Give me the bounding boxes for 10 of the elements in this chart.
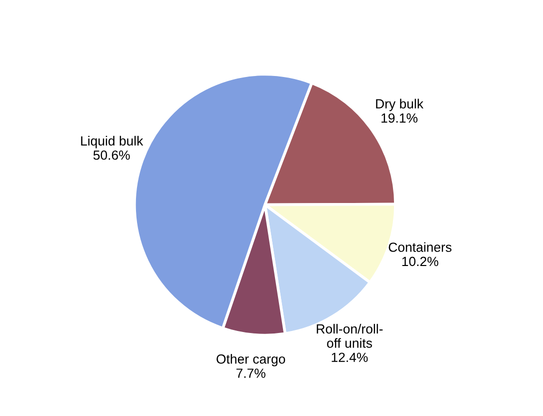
data-label: 50.6% <box>93 150 130 160</box>
data-label: 19.1% <box>382 113 418 123</box>
slice-label: Dry bulk <box>376 98 424 112</box>
data-label: 12.4% <box>332 352 368 362</box>
slice-label: Other cargo <box>216 354 286 366</box>
slice-label: Liquid bulk <box>81 136 144 148</box>
data-label: 10.2% <box>402 256 438 266</box>
slice-label: Containers <box>388 242 452 252</box>
slice-label: Roll-on/roll- off units <box>316 324 383 348</box>
data-label: 7.7% <box>236 368 266 378</box>
